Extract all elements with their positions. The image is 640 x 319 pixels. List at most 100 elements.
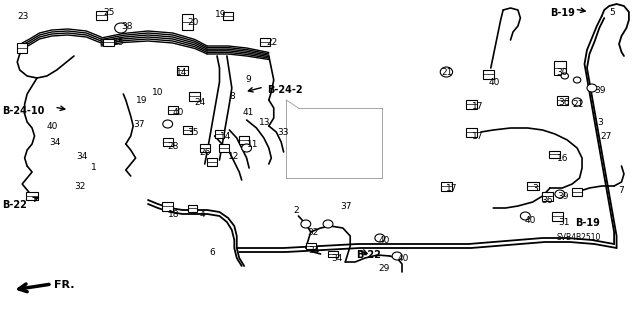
- Bar: [483, 70, 494, 78]
- Text: 19: 19: [214, 10, 226, 19]
- Text: 39: 39: [557, 192, 569, 201]
- Text: 1: 1: [92, 163, 97, 172]
- Text: B-19: B-19: [550, 8, 575, 18]
- Text: 15: 15: [113, 38, 125, 47]
- Circle shape: [572, 98, 582, 106]
- Circle shape: [440, 67, 452, 77]
- Text: 34: 34: [308, 246, 319, 255]
- Text: 3: 3: [597, 118, 603, 127]
- Bar: [557, 95, 568, 105]
- Bar: [162, 202, 173, 211]
- Bar: [200, 144, 210, 152]
- Text: 17: 17: [446, 184, 458, 193]
- Bar: [182, 126, 193, 134]
- Text: 38: 38: [121, 22, 132, 31]
- Circle shape: [561, 73, 568, 79]
- Bar: [189, 92, 200, 100]
- Text: 11: 11: [246, 140, 258, 149]
- Text: 21: 21: [572, 100, 584, 109]
- Bar: [220, 144, 229, 152]
- Bar: [465, 128, 477, 137]
- Bar: [527, 182, 539, 190]
- Text: 34: 34: [76, 152, 88, 161]
- Circle shape: [301, 220, 311, 228]
- Text: 2: 2: [294, 206, 299, 215]
- Text: 10: 10: [152, 88, 163, 97]
- Text: 40: 40: [379, 236, 390, 245]
- Text: B-19: B-19: [575, 218, 600, 228]
- Bar: [549, 151, 561, 158]
- Text: B-22: B-22: [3, 200, 28, 210]
- Text: 5: 5: [609, 8, 615, 17]
- Text: 22: 22: [266, 38, 278, 47]
- Text: 40: 40: [47, 122, 58, 131]
- Text: 37: 37: [133, 120, 145, 129]
- Bar: [465, 100, 477, 108]
- Bar: [182, 14, 193, 30]
- Bar: [26, 192, 38, 200]
- Text: 8: 8: [229, 92, 235, 101]
- Text: 23: 23: [17, 12, 29, 21]
- Bar: [17, 43, 27, 53]
- Bar: [103, 39, 114, 46]
- Text: 21: 21: [442, 68, 453, 77]
- Text: SVB4B2510: SVB4B2510: [556, 233, 600, 242]
- Text: 30: 30: [556, 68, 568, 77]
- Text: 40: 40: [173, 108, 184, 117]
- Bar: [542, 191, 553, 201]
- Text: 27: 27: [600, 132, 612, 141]
- Text: 40: 40: [488, 78, 500, 87]
- Bar: [168, 106, 177, 114]
- Circle shape: [163, 120, 173, 128]
- Text: B-24-10: B-24-10: [3, 106, 45, 116]
- Text: 34: 34: [332, 254, 343, 263]
- Text: 28: 28: [168, 142, 179, 151]
- Bar: [260, 38, 270, 46]
- Text: 31: 31: [559, 218, 570, 227]
- Circle shape: [587, 84, 597, 92]
- Bar: [163, 138, 173, 146]
- Text: 25: 25: [104, 8, 115, 17]
- Bar: [207, 158, 217, 166]
- Text: B-24-2: B-24-2: [268, 85, 303, 95]
- Text: 40: 40: [524, 216, 536, 225]
- Bar: [572, 188, 582, 196]
- Text: FR.: FR.: [54, 280, 75, 290]
- Text: 4: 4: [200, 210, 205, 219]
- Circle shape: [375, 234, 385, 242]
- Text: 35: 35: [188, 128, 199, 137]
- Text: 39: 39: [595, 86, 606, 95]
- Text: 17: 17: [472, 102, 484, 111]
- Text: 34: 34: [49, 138, 61, 147]
- Bar: [95, 11, 107, 19]
- Text: B-22: B-22: [356, 250, 381, 260]
- Circle shape: [323, 220, 333, 228]
- Text: 41: 41: [243, 108, 254, 117]
- Text: 18: 18: [168, 210, 179, 219]
- Bar: [239, 136, 249, 144]
- Text: 16: 16: [557, 154, 569, 163]
- Text: 37: 37: [340, 202, 352, 211]
- Text: 36: 36: [541, 196, 553, 205]
- Bar: [552, 211, 563, 220]
- Text: 40: 40: [397, 254, 408, 263]
- Text: 13: 13: [259, 118, 271, 127]
- Bar: [177, 65, 188, 75]
- Circle shape: [392, 252, 402, 260]
- Circle shape: [520, 212, 531, 220]
- Bar: [328, 251, 338, 257]
- Text: 7: 7: [618, 186, 623, 195]
- Text: 14: 14: [177, 68, 188, 77]
- Text: 32: 32: [307, 228, 319, 237]
- Text: 14: 14: [220, 132, 231, 141]
- Text: 9: 9: [245, 75, 251, 84]
- Text: 33: 33: [278, 128, 289, 137]
- Bar: [214, 130, 225, 138]
- Bar: [306, 243, 316, 249]
- Text: 6: 6: [210, 248, 216, 257]
- Bar: [223, 12, 233, 20]
- Text: 26: 26: [200, 148, 211, 157]
- Bar: [554, 61, 566, 75]
- Text: 36: 36: [559, 98, 570, 107]
- Circle shape: [555, 190, 564, 198]
